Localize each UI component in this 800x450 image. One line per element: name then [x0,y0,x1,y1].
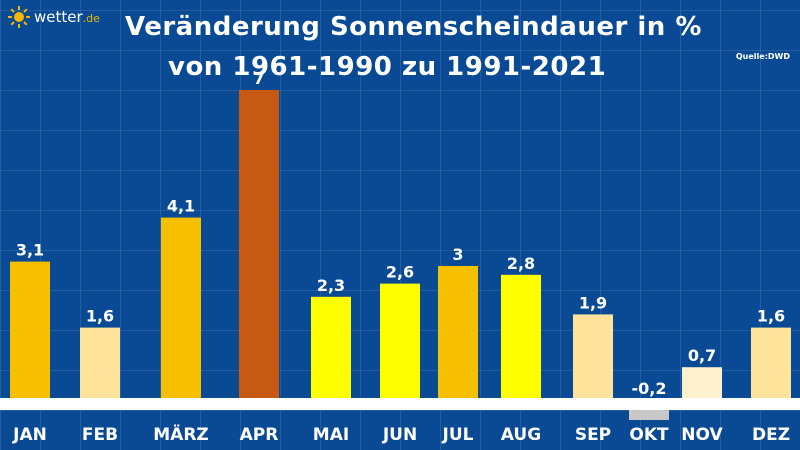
category-label-apr: APR [240,425,279,445]
bar-dez [751,327,791,398]
bar-feb [80,327,120,398]
value-label-feb: 1,6 [86,307,114,326]
brand-name: wetter.de [34,8,100,26]
bar-sep [573,314,613,398]
value-label-dez: 1,6 [757,307,785,326]
source-note: Quelle:DWD [735,52,790,61]
category-label-mai: MAI [313,425,349,445]
value-label-nov: 0,7 [688,346,716,365]
bar-nov [682,367,722,398]
category-label-aug: AUG [501,425,541,445]
bar-okt [629,410,669,420]
category-label-jan: JAN [12,425,47,445]
chart-title-line-1: Veränderung Sonnenscheindauer in % [125,12,702,42]
bar-aug [501,274,541,398]
bar-jun [380,283,420,398]
value-label-sep: 1,9 [579,293,607,312]
baseline-band [0,398,800,410]
category-label-dez: DEZ [752,425,790,445]
brand-logo: wetter.de [8,6,100,28]
value-label-mai: 2,3 [317,276,345,295]
sun-icon [8,6,30,28]
bar-apr [239,90,279,398]
chart-title-line-2: von 1961-1990 zu 1991-2021 [168,52,607,82]
bar-jul [438,266,478,398]
value-label-okt: -0,2 [632,379,667,398]
category-label-märz: MÄRZ [153,423,209,445]
category-label-sep: SEP [575,425,611,445]
value-label-apr: 7 [253,69,264,88]
value-label-jan: 3,1 [16,241,44,260]
value-label-aug: 2,8 [507,254,535,273]
value-label-märz: 4,1 [167,197,195,216]
value-label-jul: 3 [452,245,463,264]
value-label-jun: 2,6 [386,263,414,282]
category-label-jul: JUL [442,425,474,445]
category-label-jun: JUN [382,425,417,445]
bar-mai [311,296,351,398]
bar-märz [161,217,201,398]
category-label-feb: FEB [82,425,118,445]
bar-jan [10,261,50,398]
category-label-okt: OKT [629,425,669,445]
category-label-nov: NOV [681,425,723,445]
